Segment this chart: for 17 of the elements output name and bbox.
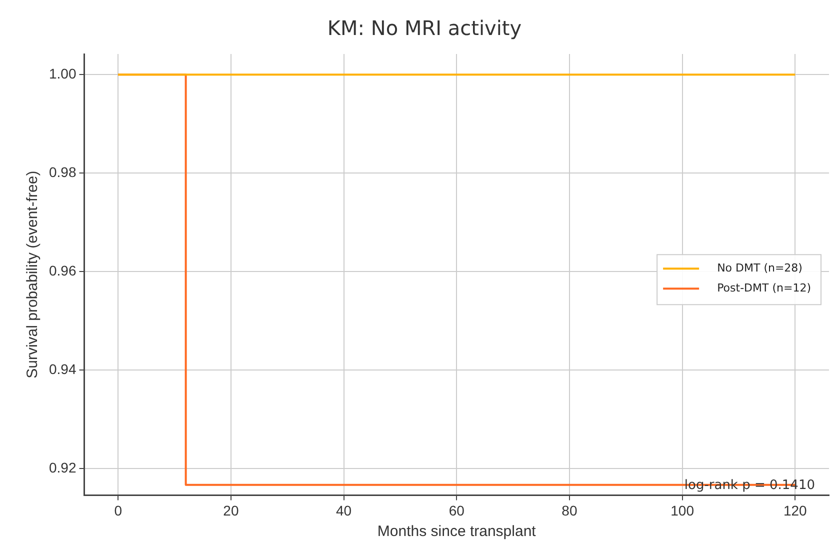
- chart-title: KM: No MRI activity: [327, 16, 522, 40]
- y-tick-label: 0.96: [49, 262, 76, 279]
- legend-label: No DMT (n=28): [717, 261, 802, 274]
- x-tick-label: 20: [223, 502, 239, 518]
- y-tick-label: 0.98: [49, 164, 76, 180]
- y-tick-label: 0.94: [49, 360, 76, 377]
- x-tick-label: 60: [448, 502, 465, 518]
- x-tick-label: 80: [562, 502, 578, 518]
- legend-label: Post-DMT (n=12): [717, 281, 812, 294]
- x-axis-title: Months since transplant: [377, 523, 537, 540]
- x-tick-label: 120: [783, 502, 808, 518]
- y-tick-label: 0.92: [49, 459, 76, 476]
- y-axis-title: Survival probability (event-free): [24, 170, 42, 378]
- x-tick-label: 40: [336, 502, 352, 518]
- x-tick-label: 0: [114, 502, 122, 518]
- x-tick-label: 100: [670, 502, 694, 518]
- y-tick-label: 1.00: [49, 66, 76, 82]
